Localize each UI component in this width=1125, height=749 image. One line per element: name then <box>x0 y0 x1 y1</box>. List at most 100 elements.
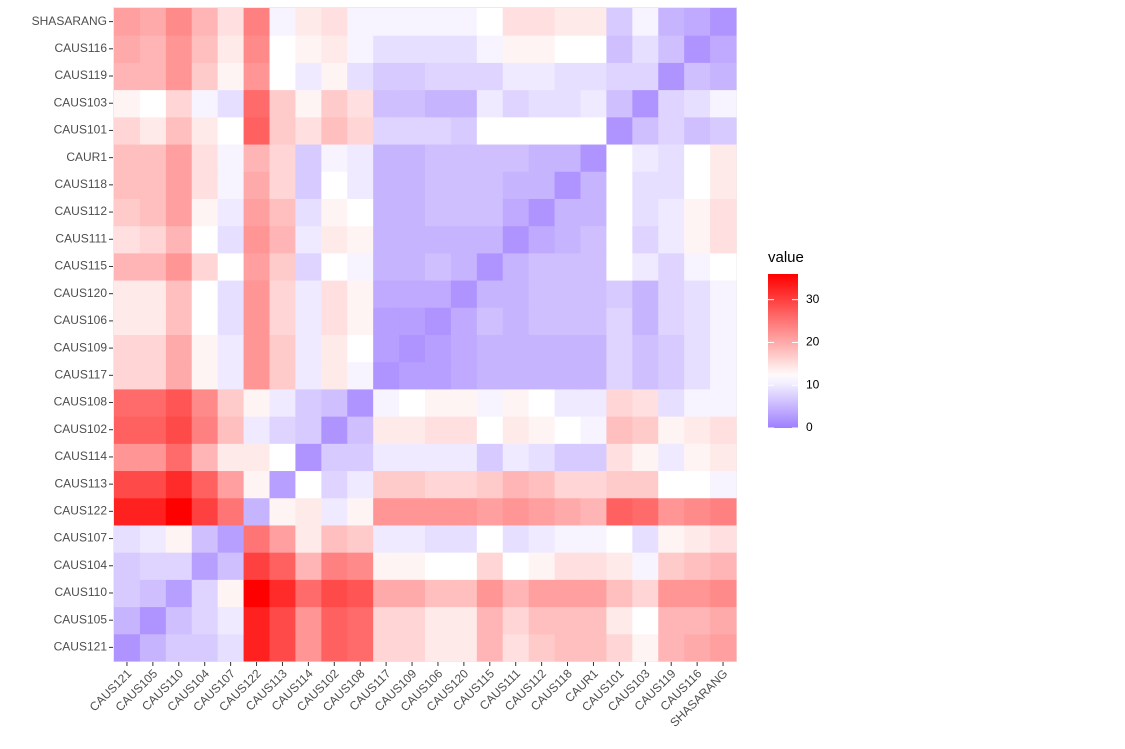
heat-cell <box>606 307 633 335</box>
heat-cell <box>114 35 141 63</box>
heat-cell <box>243 633 270 662</box>
heat-cell <box>217 388 245 417</box>
heat-cell <box>606 361 633 390</box>
heat-cell <box>114 388 141 417</box>
y-tick-label: CAUS113 <box>55 476 108 490</box>
heat-cell <box>217 606 245 635</box>
heat-cell <box>632 116 659 145</box>
heat-cell <box>165 443 193 472</box>
heat-cell <box>425 225 452 254</box>
heat-cell <box>528 171 556 199</box>
heat-cell <box>139 633 167 662</box>
heat-cell <box>476 8 504 36</box>
heat-cell <box>321 334 348 363</box>
heat-cell <box>321 552 348 580</box>
heat-cell <box>554 334 581 363</box>
heat-cell <box>606 35 633 63</box>
heat-cell <box>528 280 556 308</box>
heat-cell <box>425 62 452 91</box>
heat-cell <box>191 443 219 472</box>
heat-cell <box>528 552 556 580</box>
heat-cell <box>269 116 296 145</box>
heat-cell <box>476 388 504 417</box>
heat-cell <box>269 633 296 662</box>
heat-cell <box>580 171 607 199</box>
heat-cell <box>450 89 478 118</box>
heat-cell <box>243 416 270 444</box>
y-tick-label: CAUS111 <box>55 231 107 245</box>
heat-cell <box>710 416 737 444</box>
y-tick-label: CAUS104 <box>54 558 108 572</box>
heat-cell <box>114 171 141 199</box>
heat-cell <box>450 198 478 227</box>
heat-cell <box>191 252 219 281</box>
heat-cell <box>139 62 167 91</box>
heat-cell <box>139 171 167 199</box>
heat-cell <box>243 470 270 499</box>
heat-cell <box>321 62 348 91</box>
y-tick-label: CAUR1 <box>66 150 107 164</box>
heat-cell <box>658 361 685 390</box>
heat-cell <box>528 443 556 472</box>
heat-cell <box>684 416 711 444</box>
heat-cell <box>139 35 167 63</box>
heat-cell <box>139 579 167 608</box>
heat-cell <box>295 361 322 390</box>
heat-cell <box>580 633 607 662</box>
heat-cell <box>606 116 633 145</box>
heat-cell <box>606 633 633 662</box>
heat-cell <box>450 62 478 91</box>
heat-cell <box>425 633 452 662</box>
heat-cell <box>632 198 659 227</box>
heat-cell <box>580 552 607 580</box>
heat-cell <box>347 89 374 118</box>
heat-cell <box>217 116 245 145</box>
heat-cell <box>191 35 219 63</box>
heat-cell <box>243 579 270 608</box>
heat-cell <box>269 470 296 499</box>
heat-cell <box>217 8 245 36</box>
heat-cell <box>347 388 374 417</box>
y-tick-label: CAUS109 <box>54 340 108 354</box>
heat-cell <box>217 252 245 281</box>
heat-cell <box>476 416 504 444</box>
heat-cell <box>399 579 426 608</box>
heat-cell <box>632 361 659 390</box>
heat-cell <box>554 116 581 145</box>
heat-cell <box>347 443 374 472</box>
heat-cell <box>399 552 426 580</box>
heat-cell <box>684 633 711 662</box>
heat-cell <box>580 89 607 118</box>
heat-cell <box>243 443 270 472</box>
heat-cell <box>528 416 556 444</box>
heat-cell <box>554 497 581 526</box>
heat-cell <box>502 35 530 63</box>
heat-cell <box>217 361 245 390</box>
heat-cell <box>632 388 659 417</box>
heat-cell <box>658 334 685 363</box>
heat-cell <box>528 252 556 281</box>
heat-cell <box>139 552 167 580</box>
heat-cell <box>502 116 530 145</box>
heat-cell <box>425 171 452 199</box>
heat-cell <box>502 225 530 254</box>
heat-cell <box>476 252 504 281</box>
heat-cell <box>710 307 737 335</box>
heat-cell <box>425 35 452 63</box>
heat-cell <box>528 606 556 635</box>
heat-cell <box>114 361 141 390</box>
heat-cell <box>165 416 193 444</box>
heat-cell <box>658 443 685 472</box>
legend-tick-label: 10 <box>806 377 820 391</box>
heat-cell <box>684 388 711 417</box>
heat-cell <box>243 497 270 526</box>
heat-cell <box>658 62 685 91</box>
heat-cell <box>217 552 245 580</box>
heat-cell <box>632 334 659 363</box>
heat-cell <box>243 8 270 36</box>
heat-cell <box>528 579 556 608</box>
heat-cell <box>295 35 322 63</box>
heat-cell <box>373 388 400 417</box>
heat-cell <box>632 171 659 199</box>
heat-cell <box>114 497 141 526</box>
